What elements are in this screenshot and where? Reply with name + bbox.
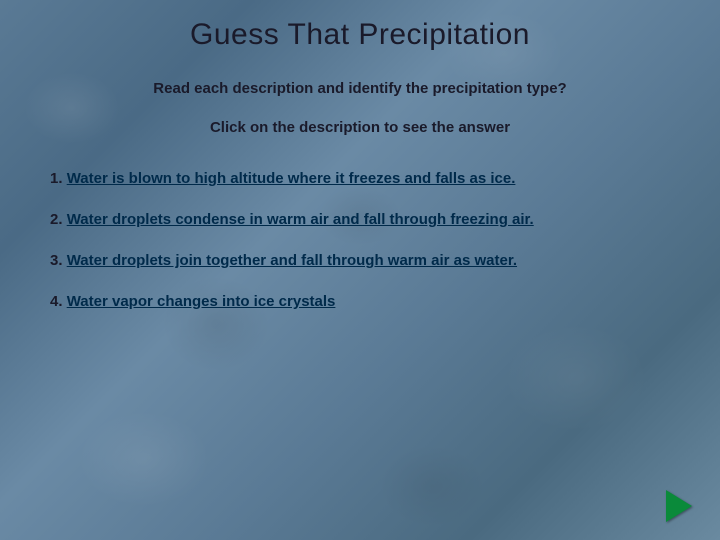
next-arrow-icon[interactable] [666, 490, 692, 522]
item-number: 1. [50, 170, 63, 187]
description-link-2[interactable]: Water droplets condense in warm air and … [67, 211, 534, 228]
description-link-3[interactable]: Water droplets join together and fall th… [67, 252, 517, 269]
page-title: Guess That Precipitation [50, 18, 670, 52]
list-item: 2. Water droplets condense in warm air a… [50, 211, 670, 228]
item-number: 2. [50, 211, 63, 228]
description-link-1[interactable]: Water is blown to high altitude where it… [67, 170, 516, 187]
list-item: 3. Water droplets join together and fall… [50, 252, 670, 269]
list-item: 1. Water is blown to high altitude where… [50, 170, 670, 187]
item-number: 4. [50, 293, 63, 310]
subtitle-text: Read each description and identify the p… [50, 80, 670, 97]
list-item: 4. Water vapor changes into ice crystals [50, 293, 670, 310]
description-link-4[interactable]: Water vapor changes into ice crystals [67, 293, 336, 310]
item-number: 3. [50, 252, 63, 269]
instruction-text: Click on the description to see the answ… [50, 119, 670, 136]
slide-container: Guess That Precipitation Read each descr… [0, 0, 720, 540]
